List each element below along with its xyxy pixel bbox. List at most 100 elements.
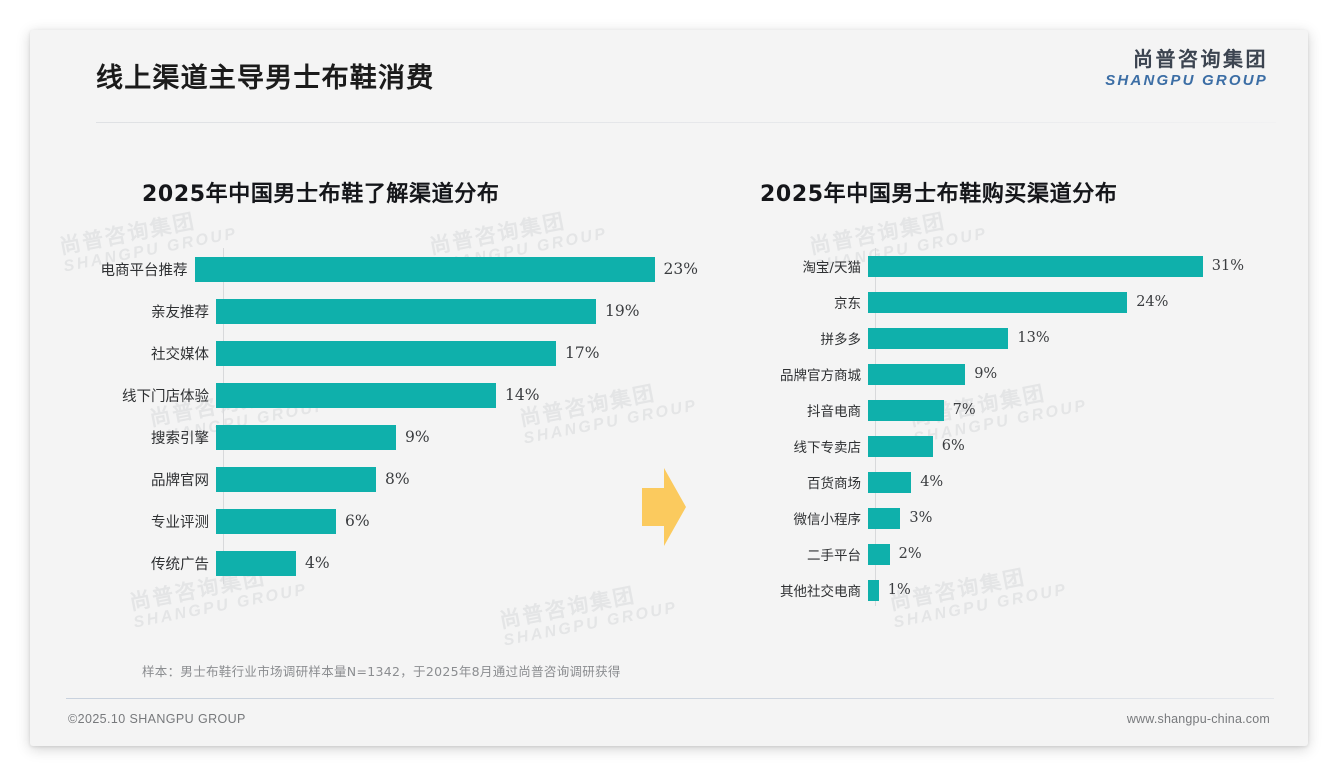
bar-fill [868, 399, 944, 421]
bar-category-label: 线下门店体验 [122, 388, 209, 405]
chart-title-awareness: 2025年中国男士布鞋了解渠道分布 [142, 182, 500, 207]
bar-fill [216, 424, 396, 450]
bar-fill [868, 327, 1009, 349]
bar-category-label: 微信小程序 [793, 512, 862, 528]
bar-category-label: 传统广告 [151, 556, 209, 573]
bar-category-label: 线下专卖店 [793, 440, 862, 456]
bar-category-label: 淘宝/天猫 [802, 260, 861, 276]
chart-panel-awareness: 2025年中国男士布鞋了解渠道分布 电商平台推荐 23% 亲友推荐 19% 社交媒体 17… [78, 123, 698, 584]
bar-value-label: 8% [385, 470, 410, 488]
bar-track: 6% [868, 435, 1290, 457]
chart-panel-purchase: 2025年中国男士布鞋购买渠道分布 淘宝/天猫 31% 京东 24% 拼多多 13% 品牌官… [730, 123, 1290, 608]
bar-fill [868, 471, 912, 493]
bar-value-label: 4% [305, 554, 330, 572]
slide-card: 线上渠道主导男士布鞋消费 尚普咨询集团 SHANGPU GROUP 尚普咨询集团… [30, 30, 1308, 746]
bar-fill [216, 298, 596, 324]
chart-bar-row: 抖音电商 7% [730, 392, 1290, 428]
bar-track: 3% [868, 507, 1290, 529]
bar-track: 1% [868, 579, 1290, 601]
bar-category-label: 搜索引擎 [151, 430, 209, 447]
bar-track: 24% [868, 291, 1290, 313]
bar-value-label: 14% [505, 386, 540, 404]
bar-chart-purchase: 淘宝/天猫 31% 京东 24% 拼多多 13% 品牌官方商城 9% 抖音电商 7% 线下专卖店 6%… [730, 248, 1290, 608]
bar-track: 4% [216, 550, 698, 576]
bar-track: 4% [868, 471, 1290, 493]
bar-category-label: 社交媒体 [151, 346, 209, 363]
bar-value-label: 1% [887, 582, 911, 598]
chart-axis-line [223, 248, 224, 584]
bar-track: 8% [216, 466, 698, 492]
bar-track: 9% [868, 363, 1290, 385]
chart-bar-row: 传统广告 4% [78, 542, 698, 584]
bar-track: 13% [868, 327, 1290, 349]
chart-bar-row: 微信小程序 3% [730, 500, 1290, 536]
bar-value-label: 19% [605, 302, 640, 320]
bar-category-label: 专业评测 [151, 514, 209, 531]
bar-chart-awareness: 电商平台推荐 23% 亲友推荐 19% 社交媒体 17% 线下门店体验 14% 搜索引擎 9% 品牌… [78, 248, 698, 584]
brand-logo-en: SHANGPU GROUP [1105, 72, 1268, 89]
chart-title-purchase: 2025年中国男士布鞋购买渠道分布 [760, 182, 1118, 207]
bar-category-label: 其他社交电商 [780, 584, 861, 600]
chart-bar-row: 电商平台推荐 23% [78, 248, 698, 290]
slide-header: 线上渠道主导男士布鞋消费 尚普咨询集团 SHANGPU GROUP [30, 30, 1308, 122]
bar-category-label: 百货商场 [807, 476, 861, 492]
bar-value-label: 4% [920, 474, 944, 490]
bar-fill [868, 543, 890, 565]
chart-bar-row: 专业评测 6% [78, 500, 698, 542]
bar-value-label: 9% [405, 428, 430, 446]
chart-bar-row: 其他社交电商 1% [730, 572, 1290, 608]
chart-bar-row: 百货商场 4% [730, 464, 1290, 500]
bar-fill [868, 255, 1203, 277]
chart-bar-row: 品牌官方商城 9% [730, 356, 1290, 392]
bar-category-label: 抖音电商 [807, 404, 861, 420]
bar-fill [868, 579, 879, 601]
slide-body: 尚普咨询集团 SHANGPU GROUP 尚普咨询集团 SHANGPU GROUP … [30, 123, 1308, 690]
bar-value-label: 23% [663, 260, 698, 278]
bar-track: 19% [216, 298, 698, 324]
chart-bar-row: 京东 24% [730, 284, 1290, 320]
flow-arrow-right-icon [642, 468, 686, 546]
bar-fill [216, 550, 296, 576]
bar-fill [216, 382, 496, 408]
bar-category-label: 京东 [834, 296, 861, 312]
bar-fill [216, 340, 556, 366]
bar-track: 23% [194, 256, 698, 282]
footer-divider [66, 698, 1274, 699]
footer-website: www.shangpu-china.com [1126, 712, 1270, 726]
brand-logo: 尚普咨询集团 SHANGPU GROUP [1105, 49, 1268, 88]
bar-category-label: 品牌官网 [151, 472, 209, 489]
page-title: 线上渠道主导男士布鞋消费 [96, 63, 435, 94]
bar-category-label: 二手平台 [807, 548, 861, 564]
chart-bar-row: 品牌官网 8% [78, 458, 698, 500]
bar-value-label: 7% [952, 402, 976, 418]
bar-fill [216, 466, 376, 492]
chart-bar-row: 淘宝/天猫 31% [730, 248, 1290, 284]
bar-fill [194, 256, 655, 282]
bar-fill [868, 291, 1128, 313]
chart-bar-row: 搜索引擎 9% [78, 416, 698, 458]
bar-track: 14% [216, 382, 698, 408]
chart-bar-row: 社交媒体 17% [78, 332, 698, 374]
bar-track: 9% [216, 424, 698, 450]
chart-bar-row: 线下专卖店 6% [730, 428, 1290, 464]
bar-fill [868, 435, 933, 457]
bar-category-label: 品牌官方商城 [780, 368, 861, 384]
bar-value-label: 3% [909, 510, 933, 526]
bar-fill [868, 507, 901, 529]
bar-value-label: 9% [974, 366, 998, 382]
bar-track: 31% [868, 255, 1290, 277]
bar-track: 7% [868, 399, 1290, 421]
chart-footnote: 样本：男士布鞋行业市场调研样本量N=1342，于2025年8月通过尚普咨询调研获… [142, 664, 621, 679]
bar-value-label: 2% [898, 546, 922, 562]
chart-bar-row: 拼多多 13% [730, 320, 1290, 356]
bar-value-label: 17% [565, 344, 600, 362]
bar-value-label: 24% [1136, 294, 1169, 310]
bar-track: 17% [216, 340, 698, 366]
footer-copyright: ©2025.10 SHANGPU GROUP [68, 712, 246, 726]
slide-footer: ©2025.10 SHANGPU GROUP www.shangpu-china… [30, 699, 1308, 746]
bar-value-label: 13% [1017, 330, 1050, 346]
bar-category-label: 亲友推荐 [151, 304, 209, 321]
chart-axis-line [875, 248, 876, 606]
